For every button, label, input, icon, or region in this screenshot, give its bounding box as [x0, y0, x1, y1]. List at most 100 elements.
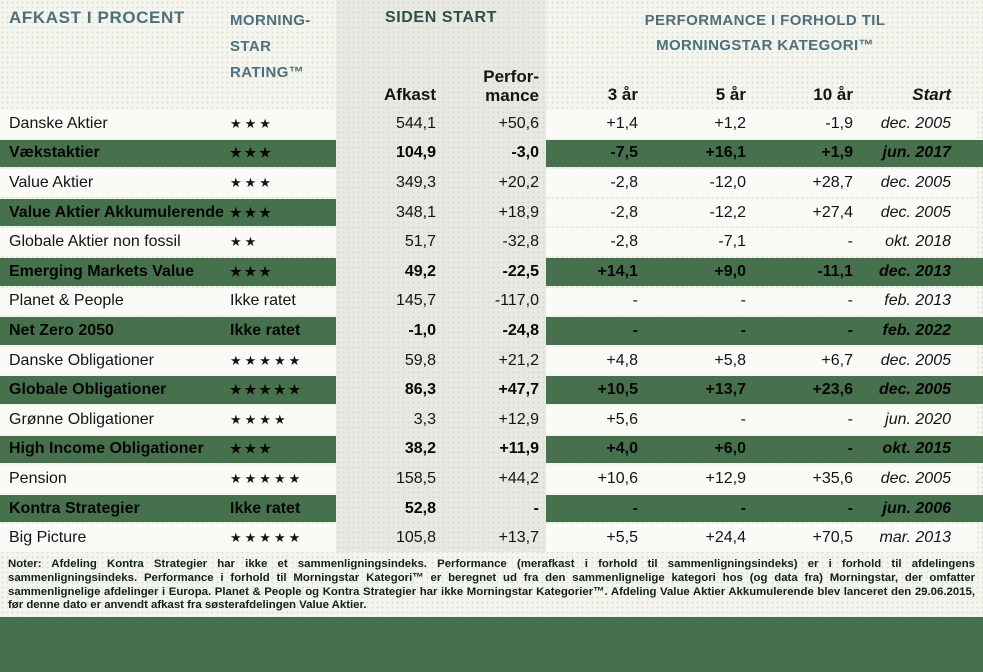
column-group-title-morningstar-rating: MORNING- STAR RATING™	[230, 12, 311, 81]
perf-5yr-value: +6,0	[714, 440, 746, 458]
footnotes: Noter: Afdeling Kontra Strategier har ik…	[8, 558, 975, 612]
performance-value: +18,9	[498, 203, 539, 221]
performance-value: -22,5	[502, 262, 539, 280]
morningstar-rating-value: Ikke ratet	[230, 499, 301, 517]
perf-10yr-value: -1,9	[825, 114, 853, 132]
perf-10yr-value: -	[847, 499, 853, 517]
perf-10yr-value: -	[847, 410, 853, 428]
column-header-5yr: 5 år	[715, 85, 746, 104]
afkast-value: 3,3	[413, 410, 436, 428]
afkast-value: 59,8	[404, 351, 436, 369]
column-header-performance: Perfor- mance	[483, 67, 539, 105]
perf-5yr-value: +13,7	[705, 381, 746, 399]
performance-value: +20,2	[498, 173, 539, 191]
perf-10yr-value: -11,1	[817, 262, 853, 280]
fund-name: Value Aktier Akkumulerende	[9, 203, 224, 221]
table-row: Net Zero 2050 Ikke ratet -1,0 -24,8 - - …	[0, 317, 983, 345]
perf-3yr-value: -	[632, 321, 638, 339]
start-date: dec. 2005	[880, 114, 951, 132]
morningstar-rating-value: ★★★★★	[230, 352, 304, 368]
table-row: Big Picture ★★★★★ 105,8 +13,7 +5,5 +24,4…	[0, 524, 983, 552]
perf-3yr-value: +4,0	[606, 440, 638, 458]
fund-name: Globale Aktier non fossil	[9, 233, 181, 251]
perf-10yr-value: -	[847, 321, 853, 339]
column-group-title-siden-start: SIDEN START	[384, 9, 498, 26]
footer-bar	[0, 617, 983, 672]
afkast-value: 348,1	[395, 203, 436, 221]
perf-5yr-value: +12,9	[705, 469, 746, 487]
fund-name: Emerging Markets Value	[9, 262, 194, 280]
table-row: High Income Obligationer ★★★ 38,2 +11,9 …	[0, 435, 983, 464]
fund-name: Pension	[9, 469, 67, 487]
performance-value: +21,2	[498, 351, 539, 369]
morningstar-rating-value: ★★	[230, 234, 260, 250]
perf-10yr-value: +1,9	[821, 144, 853, 162]
column-group-title-performance-morningstar-kategori: PERFORMANCE I FORHOLD TIL MORNINGSTAR KA…	[644, 12, 886, 54]
perf-10yr-value: +70,5	[812, 529, 853, 547]
performance-value: -117,0	[494, 292, 539, 310]
fund-name: Danske Aktier	[9, 114, 108, 132]
afkast-value: 349,3	[395, 173, 436, 191]
performance-value: +50,6	[498, 114, 539, 132]
start-date: jun. 2006	[882, 499, 951, 517]
morningstar-rating-value: ★★★★★	[230, 530, 304, 546]
morningstar-rating-value: ★★★	[230, 441, 274, 457]
perf-3yr-value: +1,4	[606, 114, 638, 132]
perf-5yr-value: -12,0	[709, 173, 746, 191]
perf-5yr-value: +24,4	[705, 529, 746, 547]
column-header-afkast: Afkast	[384, 85, 436, 104]
perf-3yr-value: -	[632, 292, 638, 310]
perf-5yr-value: -	[740, 499, 746, 517]
perf-10yr-value: +23,6	[812, 381, 853, 399]
perf-5yr-value: -	[740, 321, 746, 339]
performance-value: -	[533, 499, 539, 517]
start-date: jun. 2020	[885, 410, 951, 428]
performance-value: -3,0	[511, 144, 539, 162]
start-date: feb. 2013	[884, 292, 951, 310]
morningstar-rating-value: ★★★	[230, 145, 274, 161]
perf-3yr-value: +5,5	[606, 529, 638, 547]
perf-5yr-value: -	[740, 292, 746, 310]
fund-name: Vækstaktier	[9, 144, 100, 162]
perf-3yr-value: +4,8	[606, 351, 638, 369]
perf-5yr-value: +9,0	[714, 262, 746, 280]
afkast-value: 544,1	[395, 114, 436, 132]
fund-name: Planet & People	[9, 292, 124, 310]
start-date: dec. 2005	[880, 173, 951, 191]
fund-name: Danske Obligationer	[9, 351, 154, 369]
afkast-value: 104,9	[395, 144, 436, 162]
perf-5yr-value: +16,1	[705, 144, 746, 162]
afkast-value: 52,8	[404, 499, 436, 517]
perf-3yr-value: +10,5	[597, 381, 638, 399]
table-header: AFKAST I PROCENT MORNING- STAR RATING™ S…	[0, 0, 983, 110]
perf-3yr-value: -7,5	[610, 144, 638, 162]
perf-10yr-value: +6,7	[821, 351, 853, 369]
afkast-value: -1,0	[408, 321, 436, 339]
column-header-10yr: 10 år	[813, 85, 853, 104]
start-date: okt. 2015	[882, 440, 951, 458]
perf-5yr-value: -7,1	[718, 233, 746, 251]
perf-3yr-value: -2,8	[610, 173, 638, 191]
fund-name: Globale Obligationer	[9, 381, 167, 399]
table-row: Globale Aktier non fossil ★★ 51,7 -32,8 …	[0, 228, 983, 256]
perf-3yr-value: +14,1	[597, 262, 638, 280]
morningstar-rating-value: ★★★	[230, 174, 274, 190]
perf-3yr-value: -2,8	[610, 203, 638, 221]
perf-3yr-value: -	[632, 499, 638, 517]
table-row: Planet & People Ikke ratet 145,7 -117,0 …	[0, 287, 983, 316]
start-date: feb. 2022	[882, 321, 951, 339]
start-date: okt. 2018	[885, 233, 951, 251]
start-date: jun. 2017	[882, 144, 951, 162]
fund-name: Net Zero 2050	[9, 321, 114, 339]
siden-start-column-band	[336, 0, 546, 552]
perf-3yr-value: +10,6	[597, 469, 638, 487]
perf-5yr-value: -	[740, 410, 746, 428]
afkast-value: 49,2	[404, 262, 436, 280]
start-date: dec. 2005	[880, 469, 951, 487]
perf-3yr-value: -2,8	[610, 233, 638, 251]
column-header-start: Start	[912, 85, 951, 104]
afkast-value: 145,7	[395, 292, 436, 310]
performance-value: +47,7	[498, 381, 539, 399]
perf-5yr-value: +1,2	[714, 114, 746, 132]
perf-10yr-value: +35,6	[812, 469, 853, 487]
